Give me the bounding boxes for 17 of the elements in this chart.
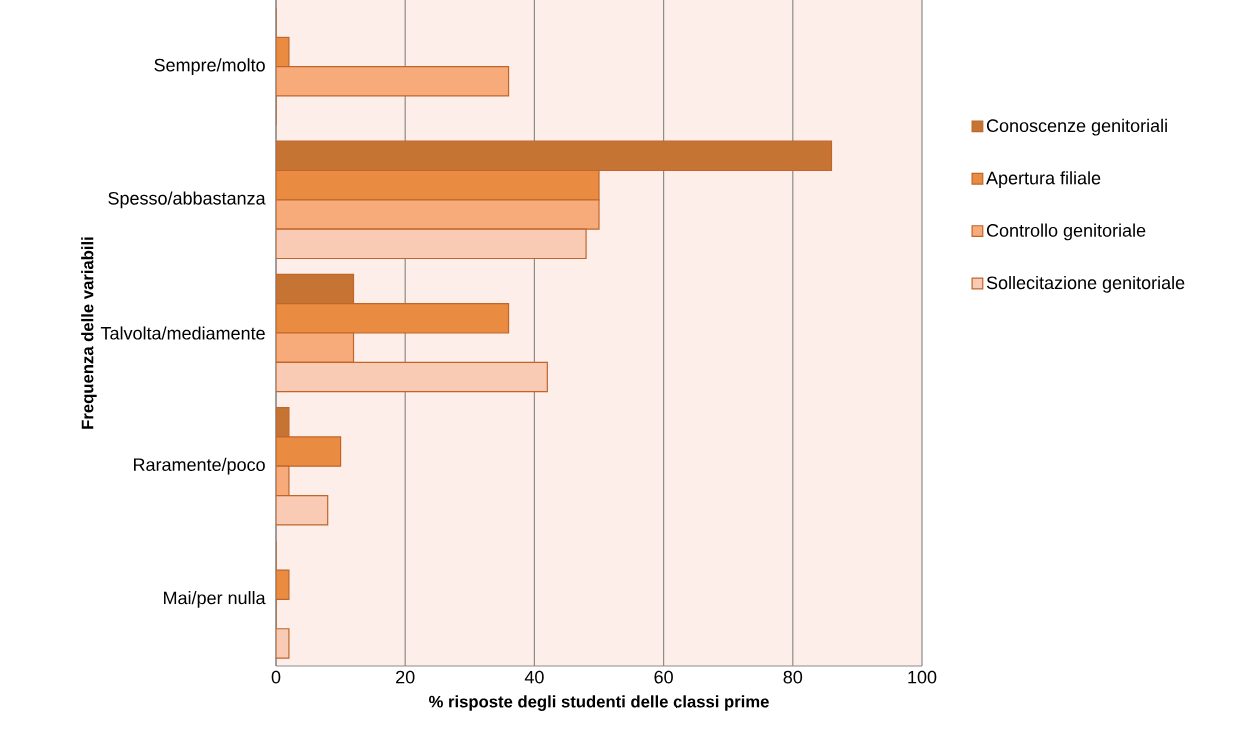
- x-tick-label: 100: [908, 670, 937, 684]
- x-axis-title: % risposte degli studenti delle classi prime: [429, 695, 769, 711]
- legend-label: Apertura filiale: [986, 171, 1101, 188]
- y-tick-label: Talvolta/mediamente: [100, 326, 265, 340]
- legend-label: Conoscenze genitoriali: [986, 118, 1167, 136]
- y-tick-label: Spesso/abbastanza: [108, 191, 266, 209]
- legend-label: Controllo genitoriale: [986, 223, 1146, 241]
- y-axis-title: Frequenza delle variabili: [81, 237, 97, 429]
- x-tick-label: 0: [271, 670, 281, 684]
- y-tick-label: Mai/per nulla: [164, 591, 266, 608]
- legend-label: Sollecitazione genitoriale: [986, 275, 1185, 293]
- x-tick-label: 40: [524, 670, 544, 684]
- y-tick-label: Raramente/poco: [134, 457, 265, 475]
- x-tick-label: 20: [396, 670, 415, 684]
- x-tick-label: 60: [654, 670, 673, 684]
- x-tick-label: 80: [783, 670, 803, 684]
- y-tick-label: Sempre/molto: [154, 58, 265, 76]
